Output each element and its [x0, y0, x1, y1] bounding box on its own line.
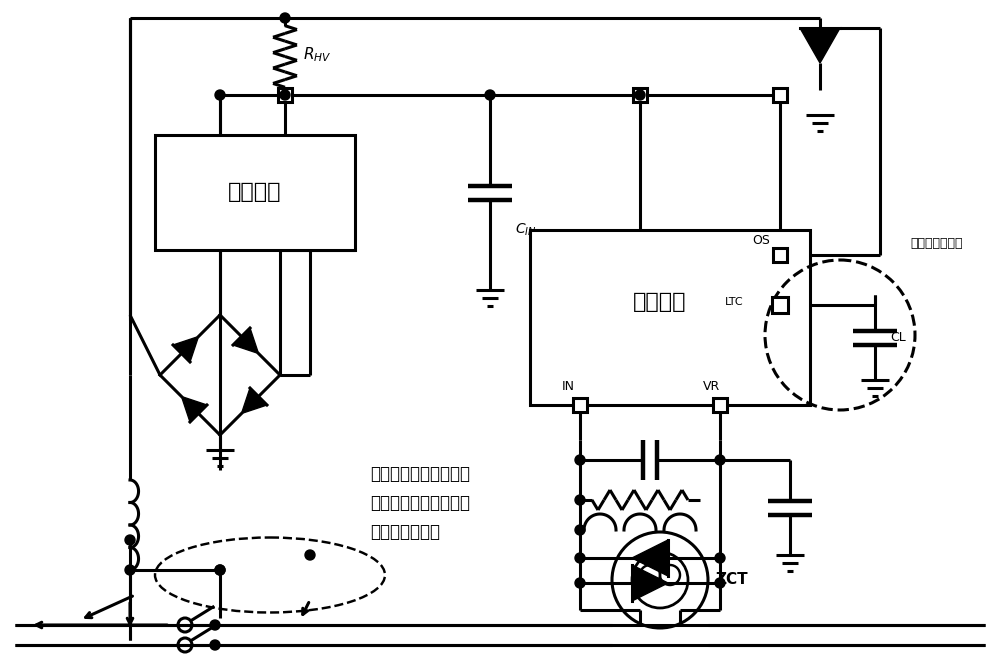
Circle shape [575, 525, 585, 535]
Polygon shape [182, 397, 207, 422]
Text: 稳压电路: 稳压电路 [228, 183, 282, 203]
Bar [278, 88, 292, 102]
Circle shape [485, 90, 495, 100]
Polygon shape [632, 565, 668, 601]
Polygon shape [233, 328, 258, 354]
Circle shape [305, 550, 315, 560]
Circle shape [635, 90, 645, 100]
Text: VR: VR [703, 380, 721, 393]
Circle shape [575, 495, 585, 505]
Circle shape [715, 578, 725, 588]
Text: IN: IN [562, 380, 574, 393]
Circle shape [125, 565, 135, 575]
Bar [155, 135, 355, 250]
Bar [573, 398, 587, 412]
Bar [713, 398, 727, 412]
Circle shape [210, 620, 220, 630]
Circle shape [210, 640, 220, 650]
Text: $C_{IN}$: $C_{IN}$ [515, 222, 537, 238]
Text: 计时器时间设定: 计时器时间设定 [910, 237, 962, 250]
Circle shape [575, 455, 585, 465]
Circle shape [215, 90, 225, 100]
Circle shape [280, 13, 290, 23]
Polygon shape [632, 540, 668, 576]
Circle shape [575, 553, 585, 563]
Polygon shape [173, 337, 198, 362]
Bar [633, 88, 647, 102]
Polygon shape [800, 28, 840, 63]
Circle shape [280, 90, 290, 100]
Circle shape [575, 578, 585, 588]
Bar [530, 230, 810, 405]
Bar [772, 297, 788, 313]
Text: 剩余电流检测电路供电
接入既可以靠近负载也
可以靠近电源端: 剩余电流检测电路供电 接入既可以靠近负载也 可以靠近电源端 [370, 465, 470, 541]
Text: CL: CL [890, 331, 906, 344]
Text: LTC: LTC [725, 297, 744, 307]
Circle shape [215, 565, 225, 575]
Circle shape [215, 565, 225, 575]
Circle shape [715, 553, 725, 563]
Text: ZCT: ZCT [715, 572, 748, 588]
Text: $R_{HV}$: $R_{HV}$ [303, 46, 332, 64]
Circle shape [125, 535, 135, 545]
Text: OS: OS [752, 234, 770, 248]
Polygon shape [242, 388, 267, 413]
Bar [773, 248, 787, 262]
Text: 检测电路: 检测电路 [633, 293, 687, 313]
Bar [773, 88, 787, 102]
Circle shape [715, 455, 725, 465]
